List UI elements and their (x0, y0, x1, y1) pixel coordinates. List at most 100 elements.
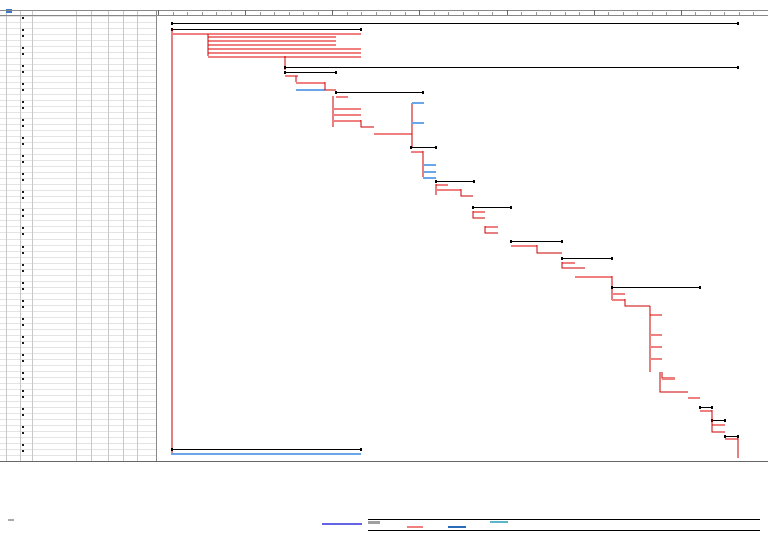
critical-task-bar (208, 48, 361, 50)
critical-task-bar (336, 96, 348, 98)
milestone-legend (490, 521, 508, 523)
row-indicator-icon (22, 432, 24, 434)
summary-end-left (284, 71, 286, 74)
dependency-link (659, 372, 688, 393)
critical-task-bar (411, 151, 423, 153)
critical-task-bar (285, 75, 298, 77)
summary-end-left (510, 240, 512, 243)
row-indicator-icon (22, 125, 24, 127)
critical-task-bar (650, 346, 662, 348)
row-indicator-icon (22, 179, 24, 181)
summary-end-right (360, 448, 362, 451)
row-indicator-icon (22, 396, 24, 398)
critical-task-bar (208, 44, 336, 46)
row-indicator-icon (22, 101, 24, 103)
summary-end-left (335, 91, 337, 94)
row-indicator-icon (22, 137, 24, 139)
row-indicator-icon (22, 306, 24, 308)
critical-task-legend (407, 526, 423, 528)
critical-task-bar (575, 276, 612, 278)
row-indicator-icon (22, 35, 24, 37)
summary-end-right (473, 180, 475, 183)
legend-footer (8, 519, 760, 531)
critical-task-bar (662, 378, 675, 380)
dependency-link (460, 189, 473, 197)
summary-end-left (611, 286, 613, 289)
critical-task-bar (485, 226, 498, 228)
critical-task-bar (650, 334, 662, 336)
critical-task-bar (333, 108, 361, 110)
timescale-header (0, 10, 768, 16)
row-indicator-icon (22, 155, 24, 157)
summary-end-right (561, 240, 563, 243)
dependency-link (661, 372, 675, 379)
dependency-link (536, 245, 562, 254)
gantt-bars (171, 22, 739, 458)
task-bar (423, 164, 436, 166)
summary-end-right (435, 146, 437, 149)
row-indicator-icon (22, 390, 24, 392)
gantt-area (0, 10, 768, 462)
dependency-link (711, 410, 725, 433)
task-table (0, 9, 157, 462)
task-bar (296, 89, 325, 91)
task-bar (423, 177, 436, 179)
row-indicator-icon (22, 191, 24, 193)
row-indicator-icon (22, 300, 24, 302)
row-indicator-icon (22, 450, 24, 452)
row-indicator-icon (22, 161, 24, 163)
critical-task-bar (172, 33, 361, 35)
row-indicator-icon (22, 29, 24, 31)
summary-end-left (561, 257, 563, 260)
summary-end-left (410, 146, 412, 149)
critical-task-bar (208, 40, 336, 42)
critical-task-bar (712, 424, 725, 426)
critical-task-bar (725, 438, 738, 440)
summary-end-left (171, 22, 173, 25)
task-bar (172, 453, 361, 455)
summary-end-right (737, 435, 739, 438)
critical-task-bar (208, 52, 361, 54)
critical-task-bar (436, 184, 448, 186)
summary-end-right (510, 206, 512, 209)
row-indicator-icon (22, 336, 24, 338)
row-indicator-icon (22, 324, 24, 326)
summary-end-left (472, 206, 474, 209)
critical-task-bar (473, 211, 485, 213)
row-indicator-icon (22, 318, 24, 320)
row-indicator-icon (22, 47, 24, 49)
critical-task-bar (333, 120, 361, 122)
row-indicator-icon (22, 246, 24, 248)
summary-end-left (435, 180, 437, 183)
dependency-link (624, 299, 650, 307)
summary-end-right (711, 406, 713, 409)
row-indicator-icon (22, 426, 24, 428)
row-indicator-icon (22, 264, 24, 266)
row-indicator-icon (22, 444, 24, 446)
row-indicator-icon (22, 227, 24, 229)
row-indicator-icon (22, 270, 24, 272)
dependency-link (360, 120, 374, 128)
critical-task-bar (688, 397, 700, 399)
critical-task-bar (511, 245, 537, 247)
summary-end-right (699, 286, 701, 289)
row-indicator-icon (22, 71, 24, 73)
row-indicator-icon (22, 378, 24, 380)
progress-legend (448, 526, 466, 528)
row-indicator-icon (22, 288, 24, 290)
summary-end-right (611, 257, 613, 260)
critical-task-bar (650, 358, 662, 360)
summary-end-right (422, 91, 424, 94)
summary-end-left (171, 448, 173, 451)
dependency-link (561, 262, 585, 269)
row-indicator-icon (22, 83, 24, 85)
row-indicator-icon (22, 197, 24, 199)
row-indicator-icon (22, 65, 24, 67)
row-indicator-icon (22, 143, 24, 145)
row-indicator-icon (22, 119, 24, 121)
row-indicator-icon (22, 360, 24, 362)
summary-end-right (335, 71, 337, 74)
critical-task-bar (612, 293, 625, 295)
row-indicator-icon (22, 173, 24, 175)
